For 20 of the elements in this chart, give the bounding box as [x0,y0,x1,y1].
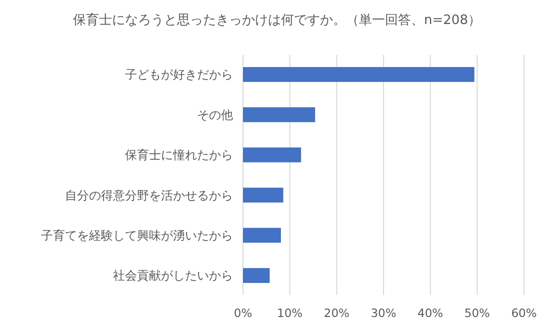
y-tick-label: 社会貢献がしたいから [113,268,233,283]
x-tick-label: 0% [234,306,252,320]
bar [243,268,270,283]
y-tick-label: 保育士に憧れたから [125,148,233,162]
bar [243,147,302,162]
y-tick-label: その他 [197,108,233,122]
y-tick-label: 子どもが好きだから [125,68,233,82]
x-tick-label: 50% [464,306,490,320]
bar [243,188,284,203]
x-tick-label: 40% [418,306,444,320]
x-tick-label: 30% [370,306,396,320]
x-tick-label: 60% [511,306,537,320]
bar [243,107,316,122]
y-tick-label: 子育てを経験して興味が湧いたから [41,228,233,242]
bar [243,228,281,243]
y-tick-label: 自分の得意分野を活かせるから [65,188,233,202]
x-tick-label: 10% [277,306,303,320]
chart-title: 保育士になろうと思ったきっかけは何ですか。（単一回答、n=208） [73,12,481,28]
x-tick-label: 20% [324,306,350,320]
bar [243,67,474,82]
